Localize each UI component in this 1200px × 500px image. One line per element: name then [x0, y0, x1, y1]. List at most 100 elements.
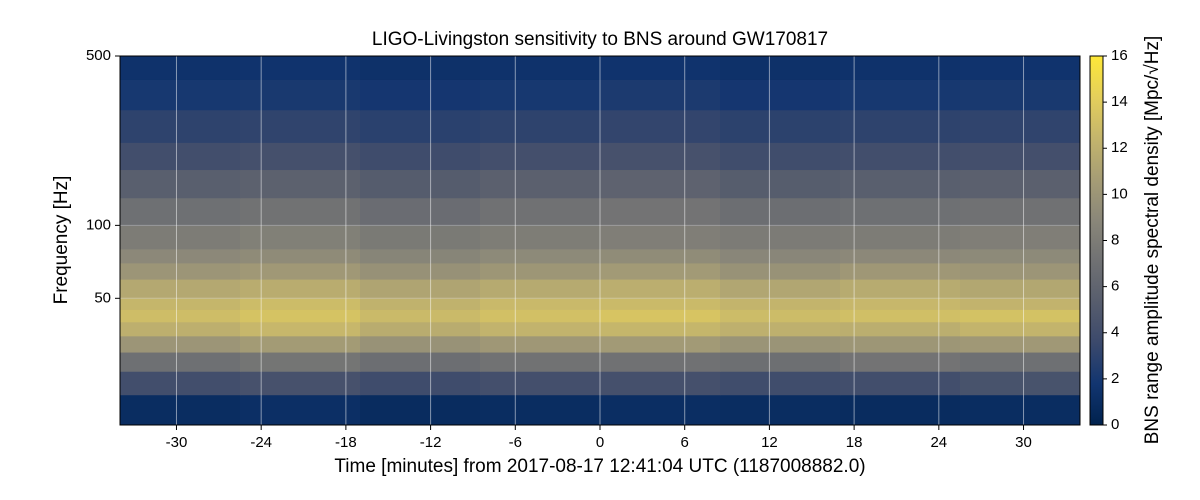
y-tick-label: 500 [86, 47, 111, 64]
spectrogram-cell [960, 394, 1081, 426]
spectrogram-cell [960, 79, 1081, 111]
spectrogram-cell [720, 279, 841, 299]
spectrogram-cell [240, 352, 361, 372]
spectrogram-cell [360, 79, 481, 111]
colorbar-tick-label: 6 [1111, 278, 1119, 295]
x-axis-label: Time [minutes] from 2017-08-17 12:41:04 … [334, 456, 865, 477]
spectrogram-cell [480, 321, 601, 337]
spectrogram-cell [120, 262, 241, 280]
x-tick-label: -24 [250, 434, 272, 451]
x-tick-label: -12 [420, 434, 442, 451]
spectrogram-cell [480, 394, 601, 426]
spectrogram-cell [120, 298, 241, 310]
spectrogram-cell [600, 371, 721, 396]
spectrogram-cell [240, 262, 361, 280]
spectrogram-cell [600, 109, 721, 143]
spectrogram-cell [600, 142, 721, 171]
colorbar-tick-label: 14 [1111, 93, 1128, 110]
spectrogram-cell [240, 371, 361, 396]
chart-title: LIGO-Livingston sensitivity to BNS aroun… [372, 29, 828, 50]
x-tick-label: 12 [761, 434, 778, 451]
spectrogram-cell [600, 169, 721, 199]
spectrogram-cell [120, 56, 241, 80]
spectrogram-cell [240, 394, 361, 426]
x-tick-label: -18 [335, 434, 357, 451]
spectrogram-cell [360, 197, 481, 226]
spectrogram-cell [360, 279, 481, 299]
spectrogram-cell [240, 225, 361, 250]
spectrogram-cell [360, 394, 481, 426]
spectrogram-cell [960, 197, 1081, 226]
spectrogram-cell [480, 248, 601, 264]
spectrogram-cell [480, 169, 601, 199]
spectrogram-cell [120, 335, 241, 353]
spectrogram-cell [600, 309, 721, 323]
spectrogram-cell [600, 352, 721, 372]
spectrogram-cell [720, 197, 841, 226]
spectrogram-cell [600, 79, 721, 111]
spectrogram-cell [360, 309, 481, 323]
spectrogram-cell [120, 109, 241, 143]
spectrogram-cell [120, 321, 241, 337]
spectrogram-cell [480, 262, 601, 280]
spectrogram-cell [120, 279, 241, 299]
spectrogram-cell [840, 279, 961, 299]
spectrogram-cell [720, 371, 841, 396]
spectrogram-cell [960, 371, 1081, 396]
spectrogram-cell [720, 248, 841, 264]
spectrogram-cell [480, 298, 601, 310]
spectrogram-cell [480, 335, 601, 353]
spectrogram-cell [120, 309, 241, 323]
spectrogram-cell [120, 79, 241, 111]
spectrogram-cell [840, 197, 961, 226]
spectrogram-cell [120, 352, 241, 372]
spectrogram-cell [720, 169, 841, 199]
spectrogram-cell [360, 298, 481, 310]
spectrogram-cell [840, 298, 961, 310]
spectrogram-cell [360, 225, 481, 250]
spectrogram-cell [720, 142, 841, 171]
plot-frame [119, 55, 1081, 426]
spectrogram-cell [960, 262, 1081, 280]
spectrogram-cell [840, 371, 961, 396]
colorbar-tick-label: 10 [1111, 185, 1128, 202]
spectrogram-cell [360, 109, 481, 143]
spectrogram-cell [960, 321, 1081, 337]
spectrogram-cell [960, 309, 1081, 323]
spectrogram-cell [240, 109, 361, 143]
spectrogram-cell [720, 298, 841, 310]
spectrogram-cell [720, 262, 841, 280]
spectrogram-cell [360, 142, 481, 171]
spectrogram-cell [840, 142, 961, 171]
spectrogram-cell [600, 197, 721, 226]
spectrogram-cell [600, 321, 721, 337]
spectrogram-cell [720, 79, 841, 111]
spectrogram-cell [720, 335, 841, 353]
x-tick-label: 18 [846, 434, 863, 451]
spectrogram-cell [360, 352, 481, 372]
spectrogram-cell [120, 169, 241, 199]
colorbar-label: BNS range amplitude spectral density [Mp… [1142, 36, 1163, 445]
spectrogram-cell [120, 248, 241, 264]
spectrogram-cell [840, 225, 961, 250]
x-tick-label: 30 [1015, 434, 1032, 451]
spectrogram-cell [720, 309, 841, 323]
spectrogram-cell [360, 262, 481, 280]
colorbar-tick-label: 12 [1111, 139, 1128, 156]
spectrogram-cell [960, 142, 1081, 171]
spectrogram-cell [240, 309, 361, 323]
spectrogram-cell [960, 169, 1081, 199]
spectrogram-cell [720, 352, 841, 372]
spectrogram-cell [600, 248, 721, 264]
spectrogram-cell [240, 79, 361, 111]
spectrogram-cell [960, 56, 1081, 80]
x-tick-label: 6 [681, 434, 689, 451]
spectrogram-cell [840, 352, 961, 372]
spectrogram-cell [960, 248, 1081, 264]
spectrogram-cell [600, 298, 721, 310]
spectrogram-cell [600, 225, 721, 250]
spectrogram-cell [840, 262, 961, 280]
colorbar-tick-label: 4 [1111, 324, 1119, 341]
spectrogram-cell [960, 279, 1081, 299]
